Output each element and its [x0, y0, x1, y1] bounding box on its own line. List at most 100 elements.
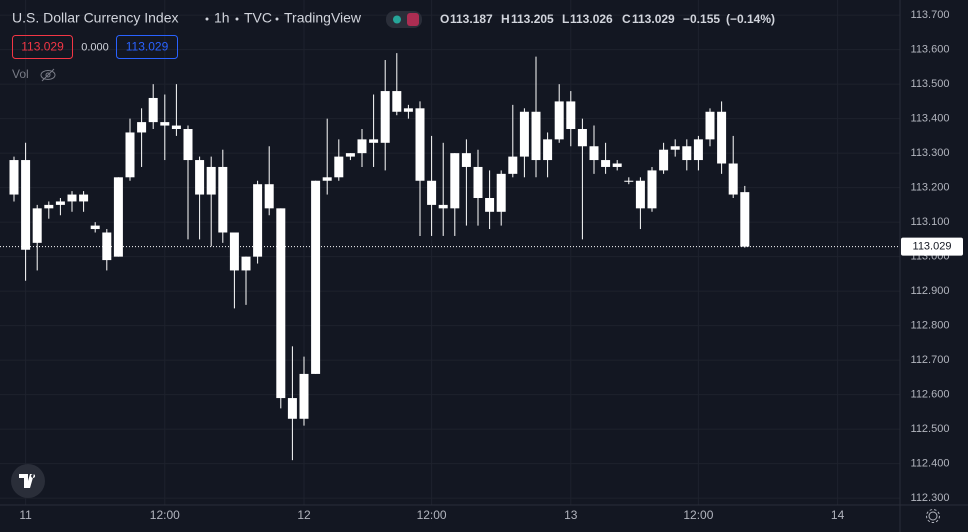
candles — [0, 53, 900, 461]
flag-icon[interactable] — [407, 13, 419, 26]
candle-body — [461, 153, 471, 167]
ohlc-key: L — [562, 12, 569, 26]
candle-body — [322, 177, 332, 181]
candle-body — [624, 180, 634, 182]
hide-icon[interactable] — [40, 68, 56, 82]
last-price-label: 113.029 — [913, 241, 952, 253]
candle-body — [148, 97, 158, 123]
candle-body — [496, 173, 506, 212]
candle-body — [369, 139, 379, 143]
candle-body — [380, 91, 390, 143]
candle-body — [195, 160, 205, 195]
bid-box[interactable] — [12, 35, 73, 59]
y-tick-label: 113.500 — [911, 78, 950, 90]
candle-body — [137, 122, 147, 133]
candle-body — [102, 232, 112, 261]
candle-body — [9, 160, 19, 195]
bid: 113.029 — [21, 40, 64, 54]
ohlc-value: 113.026 — [570, 12, 613, 26]
ohlc-key: H — [501, 12, 510, 26]
candle-body — [728, 163, 738, 195]
candle-body — [218, 166, 228, 233]
candle-body — [183, 129, 193, 161]
separator — [205, 17, 209, 21]
y-tick-label: 113.700 — [911, 9, 950, 21]
status-dot — [393, 15, 401, 24]
y-tick-label: 112.500 — [911, 423, 950, 435]
spread: 0.000 — [81, 41, 109, 53]
candle-body — [113, 177, 123, 257]
candle-body — [403, 108, 413, 112]
candle-body — [44, 204, 54, 209]
change: −0.155 — [683, 12, 720, 26]
candle-body — [485, 197, 495, 212]
y-tick-label: 113.300 — [911, 147, 950, 159]
candle-body — [531, 111, 541, 161]
ohlc-value: 113.205 — [511, 12, 554, 26]
ohlc-value: 113.187 — [450, 12, 493, 26]
candle-body — [682, 146, 692, 161]
candle-body — [612, 163, 622, 167]
candle-body — [508, 156, 518, 174]
candle-body — [206, 166, 216, 195]
candle-body — [276, 208, 286, 399]
candle-body — [589, 146, 599, 161]
y-tick-label: 112.800 — [911, 320, 950, 332]
candle-body — [392, 91, 402, 112]
ask: 113.029 — [126, 40, 169, 54]
candle-body — [21, 160, 31, 250]
candle-body — [287, 398, 297, 419]
y-tick-label: 113.100 — [911, 216, 950, 228]
candle-body — [264, 184, 274, 209]
candle-body — [241, 256, 251, 271]
y-tick-label: 112.600 — [911, 389, 950, 401]
candle-body — [55, 201, 65, 205]
y-tick-label: 112.400 — [911, 458, 950, 470]
candle-body — [160, 122, 170, 126]
candle-body — [705, 111, 715, 140]
x-tick-label: 12:00 — [683, 508, 713, 522]
x-tick-label: 12 — [297, 508, 311, 522]
separator — [235, 17, 239, 21]
ask-box[interactable] — [116, 35, 178, 59]
candle-body — [601, 160, 611, 167]
x-tick-label: 13 — [564, 508, 578, 522]
candle-body — [647, 170, 657, 209]
candle-body — [740, 192, 750, 247]
ohlc-value: 113.029 — [632, 12, 675, 26]
symbol[interactable]: U.S. Dollar Currency Index — [12, 10, 179, 26]
y-tick-label: 112.300 — [911, 492, 950, 504]
candle-body — [229, 232, 239, 271]
candle-body — [438, 204, 448, 209]
candle-body — [659, 149, 669, 171]
candle-body — [693, 139, 703, 161]
candle-body — [670, 146, 680, 150]
settings-icon[interactable] — [926, 509, 940, 523]
candle-body — [253, 184, 263, 257]
y-tick-label: 112.700 — [911, 354, 950, 366]
candle-body — [345, 153, 355, 157]
candle-body — [357, 139, 367, 154]
candle-body — [90, 225, 100, 230]
candle-body — [635, 180, 645, 209]
y-tick-label: 112.900 — [911, 285, 950, 297]
x-tick-label: 12:00 — [417, 508, 447, 522]
y-tick-label: 113.600 — [911, 44, 950, 56]
logo[interactable] — [11, 464, 45, 498]
x-tick-label: 12:00 — [150, 508, 180, 522]
separator — [275, 17, 279, 21]
y-tick-label: 113.400 — [911, 113, 950, 125]
interval[interactable]: 1h — [214, 10, 230, 26]
last-price-tag — [901, 237, 963, 256]
candle-body — [125, 132, 135, 178]
candle-body — [473, 166, 483, 198]
candle-body — [415, 108, 425, 181]
candle-body — [311, 180, 321, 374]
candle-body — [427, 180, 437, 205]
y-tick-label: 113.200 — [911, 182, 950, 194]
source: TradingView — [284, 10, 362, 26]
candle-body — [79, 194, 89, 202]
